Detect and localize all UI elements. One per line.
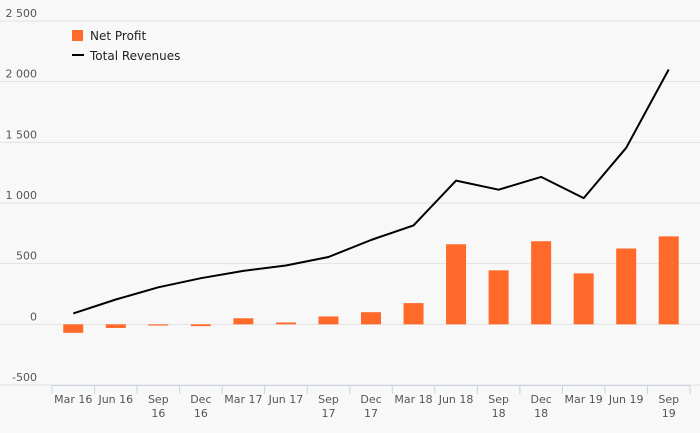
bar-net-profit (148, 324, 169, 326)
bar-net-profit (403, 303, 424, 325)
y-tick-label: 0 (30, 310, 37, 323)
bar-net-profit (573, 273, 594, 325)
x-tick-label: Sep 17 (318, 393, 339, 420)
x-tick-label: Dec 17 (360, 393, 381, 420)
bar-net-profit (318, 316, 339, 325)
legend-label-net-profit: Net Profit (90, 29, 146, 43)
x-tick-label: Jun 16 (97, 393, 133, 406)
bar-series (63, 236, 679, 333)
x-tick-label: Dec 16 (190, 393, 211, 420)
x-tick-label: Mar 16 (54, 393, 92, 406)
y-tick-label: 1 000 (6, 189, 38, 202)
bar-net-profit (275, 322, 296, 325)
bar-net-profit (361, 312, 381, 325)
x-tick-label: Jun 18 (438, 393, 474, 406)
y-tick-label: 500 (16, 250, 37, 263)
x-tick-label: Jun 17 (268, 393, 304, 406)
x-tick-label: Jun 19 (608, 393, 644, 406)
legend-swatch-net-profit (72, 30, 83, 41)
legend: Net Profit Total Revenues (72, 29, 180, 63)
bar-net-profit (63, 324, 84, 333)
bar-net-profit (531, 241, 552, 325)
y-axis: -500 0 500 1 000 1 500 2 000 2 500 (6, 7, 38, 384)
y-tick-label: 2 500 (6, 7, 38, 20)
x-tick-label: Sep 18 (488, 393, 509, 420)
bar-net-profit (616, 248, 637, 325)
line-series (72, 69, 670, 315)
x-tick-label: Mar 19 (565, 393, 603, 406)
x-tick-label: Sep 19 (658, 393, 679, 420)
y-tick-label: 1 500 (6, 128, 38, 141)
line-total-revenues (72, 69, 670, 315)
bar-net-profit (658, 236, 679, 325)
x-tick-label: Dec 18 (530, 393, 551, 420)
y-tick-label: -500 (12, 371, 37, 384)
x-tick-label: Mar 18 (394, 393, 432, 406)
bar-net-profit (446, 244, 467, 325)
bar-net-profit (105, 324, 126, 328)
legend-label-total-revenues: Total Revenues (89, 49, 180, 63)
x-axis: Mar 16 Jun 16 Sep 16 Dec 16 Mar 17 Jun 17 Sep 17 D… (51, 385, 691, 420)
x-tick-label: Sep 16 (148, 393, 169, 420)
bar-net-profit (233, 318, 254, 325)
y-tick-label: 2 000 (6, 68, 38, 81)
x-tick-label: Mar 17 (224, 393, 262, 406)
bar-net-profit (488, 270, 509, 325)
bar-net-profit (190, 324, 211, 327)
